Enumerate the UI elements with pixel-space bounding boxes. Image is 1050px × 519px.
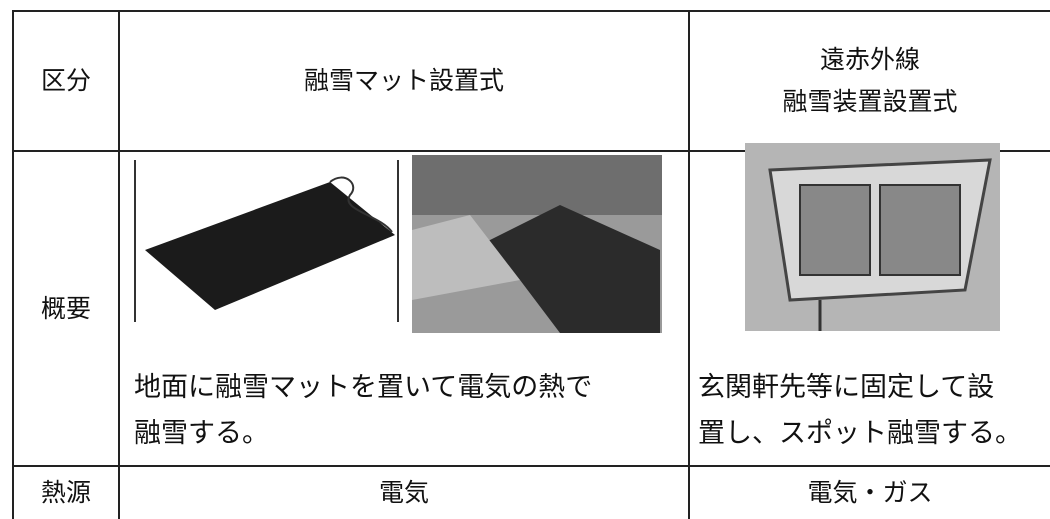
description-line: 玄関軒先等に固定して設 xyxy=(698,372,995,403)
row-label: 概要 xyxy=(14,152,118,465)
description: 玄関軒先等に固定して設 置し、スポット融雪する。 xyxy=(698,365,1022,457)
row-label: 熱源 xyxy=(14,467,118,519)
cell: 電気・ガス xyxy=(690,467,1050,519)
header-text: 遠赤外線 xyxy=(819,45,920,74)
border xyxy=(12,465,1050,467)
header-cell: 融雪マット設置式 xyxy=(120,12,688,150)
border xyxy=(12,150,1050,152)
row-label-text: 概要 xyxy=(40,293,91,323)
header-text: 融雪マット設置式 xyxy=(303,66,504,95)
row-label-text: 熱源 xyxy=(40,478,91,507)
header-text: 融雪装置設置式 xyxy=(782,87,958,116)
cell: 電気 xyxy=(120,467,688,519)
border xyxy=(688,10,690,519)
cell-text: 電気 xyxy=(378,478,429,507)
border xyxy=(118,10,120,519)
description-line: 融雪する。 xyxy=(134,418,269,449)
border xyxy=(12,10,14,519)
description: 地面に融雪マットを置いて電気の熱で 融雪する。 xyxy=(134,365,592,457)
mat-photo xyxy=(134,160,399,322)
cell-text: 電気・ガス xyxy=(807,478,933,507)
site-photo xyxy=(412,155,662,333)
border xyxy=(12,10,1050,12)
header-cell: 遠赤外線 融雪装置設置式 xyxy=(690,12,1050,150)
device-photo xyxy=(745,143,1000,331)
header-text: 区分 xyxy=(40,66,91,95)
header-cell: 区分 xyxy=(14,12,118,150)
description-line: 置し、スポット融雪する。 xyxy=(698,418,1022,449)
description-line: 地面に融雪マットを置いて電気の熱で xyxy=(134,372,593,403)
